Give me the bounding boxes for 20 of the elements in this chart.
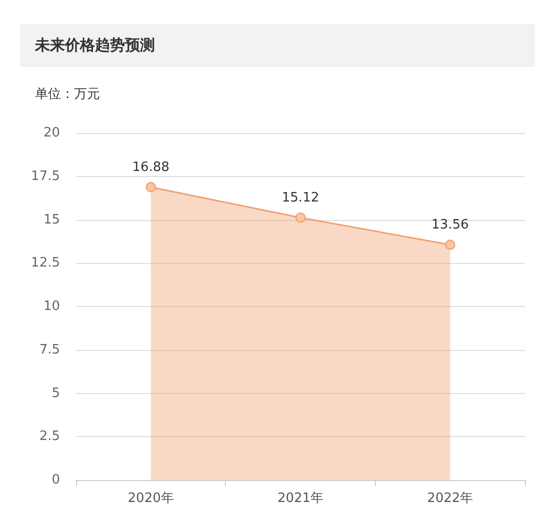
- y-tick-label: 5: [52, 386, 60, 401]
- x-tick-label: 2020年: [128, 491, 174, 506]
- point: [146, 182, 156, 192]
- data-label: 16.88: [132, 160, 170, 176]
- y-axis-title: 单位：万元: [35, 86, 100, 104]
- y-tick-label: 7.5: [39, 342, 60, 358]
- y-tick-label: 0: [52, 472, 60, 488]
- x-tick-label: 2022年: [427, 491, 474, 506]
- data-label: 15.12: [282, 190, 320, 206]
- chart-title: 未来价格趋势预测: [20, 24, 535, 67]
- y-tick-label: 17.5: [31, 168, 60, 184]
- data-label: 13.56: [432, 218, 469, 233]
- y-tick-label: 15: [43, 212, 60, 228]
- y-tick-label: 2.5: [39, 429, 60, 444]
- point: [445, 240, 456, 250]
- point: [295, 212, 306, 223]
- x-tick-label: 2021年: [277, 491, 324, 506]
- y-tick-label: 20: [43, 126, 60, 140]
- y-tick-label: 10: [43, 299, 60, 314]
- y-tick-label: 12.5: [31, 256, 60, 271]
